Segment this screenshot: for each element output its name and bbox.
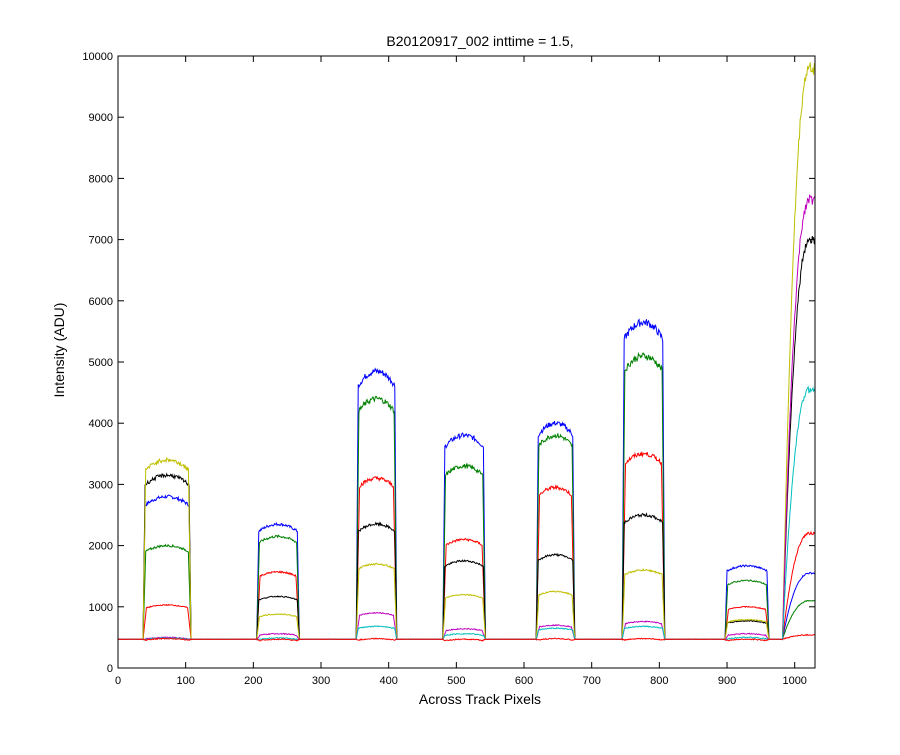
series-line-4: [117, 236, 816, 641]
series-line-7: [117, 385, 816, 641]
x-tick-label: 700: [583, 675, 601, 687]
x-tick-label: 1000: [782, 675, 806, 687]
y-tick-label: 6000: [89, 296, 113, 308]
y-axis: 0 1000 2000 3000 4000 5000 6000 7000 8000 9000 100…: [82, 51, 815, 675]
x-tick-label: 100: [176, 675, 194, 687]
y-axis-label: Intensity (ADU): [51, 303, 67, 398]
y-tick-label: 0: [107, 663, 113, 675]
y-tick-label: 10000: [82, 51, 113, 63]
x-axis-label: Across Track Pixels: [419, 691, 541, 707]
y-tick-label: 5000: [89, 357, 113, 369]
x-axis: 0 100 200 300 400 500 600 700 800 900 1000: [115, 56, 807, 687]
x-tick-label: 900: [718, 675, 736, 687]
x-tick-label: 300: [312, 675, 330, 687]
y-tick-label: 3000: [89, 479, 113, 491]
x-tick-label: 200: [244, 675, 262, 687]
y-tick-label: 8000: [89, 173, 113, 185]
x-tick-label: 400: [379, 675, 397, 687]
series-line-1: [117, 318, 816, 641]
x-tick-label: 800: [650, 675, 668, 687]
series-line-3: [117, 451, 816, 641]
y-tick-label: 1000: [89, 602, 113, 614]
series-line-8: [117, 633, 816, 642]
y-tick-label: 9000: [89, 112, 113, 124]
plot-area-frame: [117, 55, 816, 669]
series-layer: [117, 62, 816, 642]
series-line-6: [117, 194, 816, 641]
x-tick-label: 600: [515, 675, 533, 687]
y-tick-label: 2000: [89, 541, 113, 553]
x-tick-label: 0: [115, 675, 121, 687]
series-line-2: [117, 351, 816, 641]
series-line-5: [117, 62, 816, 641]
chart-title: B20120917_002 inttime = 1.5,: [386, 33, 573, 49]
x-tick-label: 500: [447, 675, 465, 687]
y-tick-label: 7000: [89, 235, 113, 247]
y-tick-label: 4000: [89, 418, 113, 430]
